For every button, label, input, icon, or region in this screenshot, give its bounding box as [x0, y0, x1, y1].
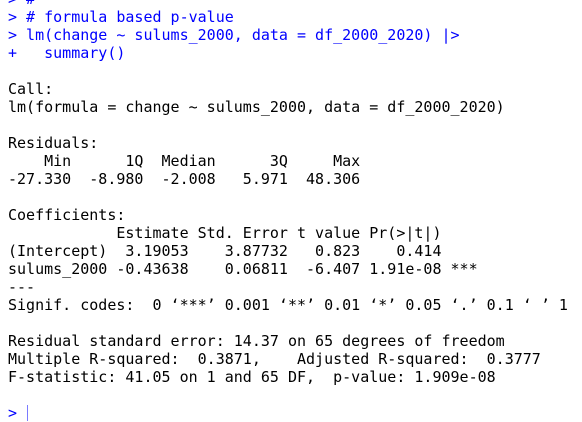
output-line: --- [8, 278, 36, 296]
output-line: Min 1Q Median 3Q Max [8, 152, 370, 170]
output-line: Estimate Std. Error t value Pr(>|t|) [8, 224, 478, 242]
output-line: Coefficients: [8, 206, 126, 224]
output-line: -27.330 -8.980 -2.008 5.971 48.306 [8, 170, 370, 188]
prompt[interactable]: > [8, 404, 27, 422]
command-line: + summary() [8, 44, 126, 62]
command-line: > # [8, 0, 35, 8]
output-line: Signif. codes: 0 ‘***’ 0.001 ‘**’ 0.01 ‘… [8, 296, 568, 314]
output-line: Residual standard error: 14.37 on 65 deg… [8, 332, 505, 350]
command-line: > # formula based p-value [8, 8, 234, 26]
cursor [27, 405, 28, 421]
command-line: > lm(change ~ sulums_2000, data = df_200… [8, 26, 460, 44]
output-line: Residuals: [8, 134, 99, 152]
output-line: F-statistic: 41.05 on 1 and 65 DF, p-val… [8, 368, 496, 386]
output-line: (Intercept) 3.19053 3.87732 0.823 0.414 [8, 242, 478, 260]
output-line: lm(formula = change ~ sulums_2000, data … [8, 98, 505, 116]
output-line: sulums_2000 -0.43638 0.06811 -6.407 1.91… [8, 260, 478, 278]
output-line: Call: [8, 80, 54, 98]
output-line: Multiple R-squared: 0.3871, Adjusted R-s… [8, 350, 550, 368]
